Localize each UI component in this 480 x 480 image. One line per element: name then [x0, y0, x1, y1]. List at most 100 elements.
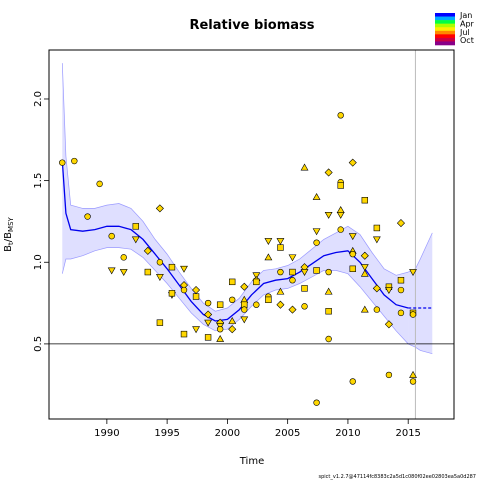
data-point: [107, 267, 116, 275]
data-point: [277, 244, 284, 251]
data-point: [131, 236, 140, 244]
data-point: [384, 320, 393, 329]
data-point: [325, 268, 332, 276]
legend-label: Jan: [459, 11, 472, 20]
version-footnote: spict_v1.2.7@47114fc8383c2a5d1c080f02ee0…: [319, 474, 477, 480]
data-point: [349, 378, 356, 385]
data-point: [361, 197, 369, 204]
x-axis-label: Time: [239, 456, 264, 467]
data-point: [349, 250, 356, 258]
plot-area: [49, 50, 454, 419]
data-point: [336, 206, 345, 213]
data-point: [397, 277, 405, 284]
y-axis-label-sub1: t: [7, 242, 15, 245]
plot-frame: [48, 49, 455, 420]
x-tick-label: 2010: [335, 428, 360, 439]
data-point: [313, 239, 320, 246]
data-point: [348, 233, 357, 241]
data-point: [313, 399, 320, 406]
data-point: [337, 182, 344, 189]
legend-color-swatch: [435, 23, 455, 28]
data-point: [360, 269, 369, 277]
legend-label: Oct: [460, 36, 474, 45]
data-point: [168, 290, 176, 297]
data-point: [132, 223, 139, 230]
legend-color-swatch: [435, 27, 455, 32]
data-point: [348, 158, 357, 167]
data-point: [168, 263, 176, 271]
data-point: [71, 157, 78, 165]
data-point: [397, 286, 405, 294]
y-axis: 0.5 1.0 1.5 2.0: [33, 91, 49, 352]
data-point: [372, 284, 381, 293]
data-point: [396, 219, 405, 228]
data-point: [373, 224, 381, 232]
legend-color-swatch: [435, 34, 455, 39]
data-point: [216, 325, 224, 333]
data-point: [409, 370, 417, 378]
ci-upper-estimate: [61, 63, 409, 312]
y-tick-label: 1.0: [33, 254, 44, 270]
data-point: [204, 310, 213, 319]
data-point: [240, 282, 249, 291]
data-point: [96, 180, 103, 188]
data-point: [277, 268, 284, 276]
data-point: [349, 265, 356, 272]
data-point: [253, 301, 260, 308]
data-point: [180, 286, 188, 294]
data-point: [301, 285, 308, 292]
x-tick-label: 1995: [154, 428, 179, 439]
data-point: [252, 272, 261, 280]
data-point: [312, 228, 321, 236]
data-point: [228, 317, 237, 324]
data-point: [204, 319, 213, 327]
ci-lower-prediction: [408, 343, 433, 355]
data-point: [240, 316, 249, 324]
data-point: [289, 268, 296, 276]
data-point: [120, 254, 127, 261]
data-point: [84, 213, 91, 220]
data-point: [204, 299, 212, 307]
data-point: [397, 309, 405, 317]
data-point: [229, 278, 236, 286]
y-tick-label: 0.5: [33, 336, 44, 352]
data-point: [204, 334, 212, 341]
data-point: [264, 238, 273, 246]
data-point: [59, 159, 66, 166]
data-point: [312, 192, 321, 200]
data-point: [373, 306, 381, 313]
data-point: [325, 308, 332, 315]
data-point: [337, 112, 344, 119]
x-tick-label: 1990: [94, 428, 119, 439]
data-point: [337, 226, 344, 233]
legend-color-swatch: [435, 41, 455, 46]
data-point: [300, 269, 309, 277]
legend-label: Apr: [460, 19, 475, 28]
chart-title: Relative biomass: [189, 18, 314, 33]
data-point: [216, 301, 224, 308]
data-point: [229, 296, 236, 304]
legend-color-swatch: [435, 20, 455, 24]
data-point: [228, 325, 237, 334]
legend-color-swatch: [435, 30, 455, 35]
data-point: [264, 253, 273, 261]
data-point: [324, 287, 333, 295]
data-point: [156, 319, 164, 326]
data-point: [180, 330, 188, 338]
data-point: [360, 251, 369, 260]
data-point: [144, 268, 152, 276]
data-point: [384, 287, 393, 295]
plot-inner: [49, 50, 454, 419]
data-point: [143, 246, 152, 255]
y-axis-label-sep: /B: [3, 232, 14, 242]
data-point: [313, 267, 320, 274]
legend-color-swatch: [435, 16, 455, 21]
data-point: [301, 303, 308, 310]
x-tick-label: 2000: [215, 428, 240, 439]
y-tick-label: 2.0: [33, 91, 44, 107]
data-point: [372, 236, 381, 244]
data-point: [289, 277, 296, 284]
x-axis: 1990 1995 2000 2005 2010 2015: [94, 419, 421, 439]
